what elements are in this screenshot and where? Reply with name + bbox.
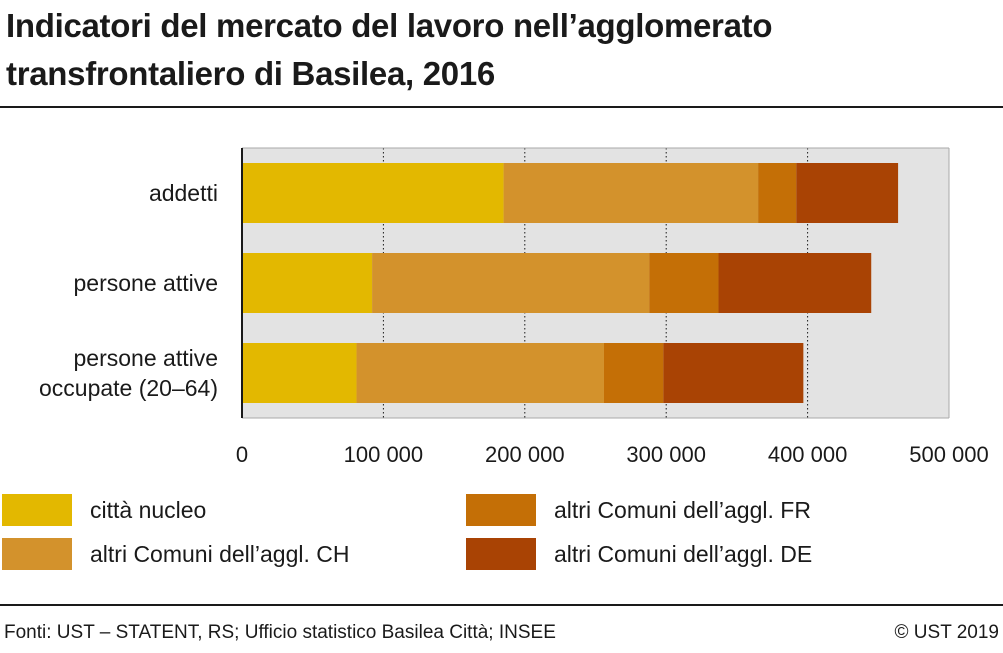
x-tick-label: 400 000	[768, 442, 848, 467]
bar-segment	[503, 163, 759, 223]
legend-swatch	[466, 538, 536, 570]
legend: città nucleo altri Comuni dell’aggl. CH …	[0, 490, 1003, 580]
legend-label: altri Comuni dell’aggl. FR	[554, 496, 811, 523]
bar-segment	[356, 343, 604, 403]
legend-item-citta-nucleo: città nucleo	[2, 492, 206, 528]
legend-item-altri-de: altri Comuni dell’aggl. DE	[466, 536, 812, 572]
footer-divider	[0, 604, 1003, 606]
legend-label: altri Comuni dell’aggl. CH	[90, 540, 350, 567]
bar-segment	[603, 343, 664, 403]
legend-item-altri-ch: altri Comuni dell’aggl. CH	[2, 536, 350, 572]
category-label: persone attive	[74, 270, 218, 296]
source-note: Fonti: UST – STATENT, RS; Ufficio statis…	[4, 622, 556, 643]
category-label: addetti	[149, 180, 218, 206]
bar-segment	[796, 163, 899, 223]
bar-segment	[242, 163, 504, 223]
category-label: persone attive	[74, 345, 218, 371]
bar-segment	[718, 253, 872, 313]
x-tick-label: 300 000	[626, 442, 706, 467]
chart-title: Indicatori del mercato del lavoro nell’a…	[6, 7, 773, 92]
bar-segment	[758, 163, 797, 223]
bar-segment	[649, 253, 719, 313]
bar-segment	[372, 253, 650, 313]
title-divider	[0, 106, 1003, 108]
category-label: occupate (20–64)	[39, 375, 218, 401]
bar-segment	[242, 253, 373, 313]
legend-swatch	[2, 538, 72, 570]
legend-label: altri Comuni dell’aggl. DE	[554, 540, 813, 567]
bar-chart: 0 100 000 200 000 300 000 400 000 500 000 adde…	[39, 147, 989, 467]
bar-segment	[663, 343, 804, 403]
x-tick-label: 0	[236, 442, 248, 467]
x-tick-label: 500 000	[909, 442, 989, 467]
legend-swatch	[466, 494, 536, 526]
bar-segment	[242, 343, 357, 403]
copyright-note: © UST 2019	[894, 622, 999, 643]
legend-label: città nucleo	[90, 496, 207, 523]
x-tick-label: 100 000	[344, 442, 424, 467]
x-tick-label: 200 000	[485, 442, 565, 467]
legend-swatch	[2, 494, 72, 526]
legend-item-altri-fr: altri Comuni dell’aggl. FR	[466, 492, 811, 528]
